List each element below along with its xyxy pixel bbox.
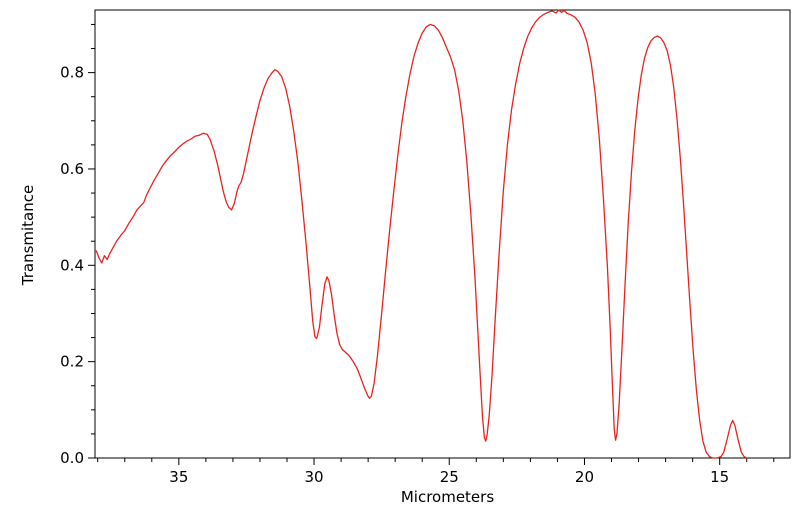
- x-axis-label: Micrometers: [400, 488, 495, 506]
- plot-frame: [94, 9, 791, 459]
- x-tick-label: 30: [304, 468, 323, 486]
- y-tick-label: 0.8: [60, 64, 84, 82]
- spectrum-line: [95, 9, 748, 459]
- y-tick-label: 0.2: [60, 353, 84, 371]
- y-tick-label: 0.4: [60, 256, 84, 274]
- y-tick-label: 0.6: [60, 160, 84, 178]
- x-tick-label: 15: [710, 468, 729, 486]
- y-axis-label: Transmitance: [19, 184, 37, 286]
- x-tick-label: 35: [169, 468, 188, 486]
- x-tick-label: 25: [440, 468, 459, 486]
- y-tick-label: 0.0: [60, 449, 84, 467]
- x-tick-label: 20: [575, 468, 594, 486]
